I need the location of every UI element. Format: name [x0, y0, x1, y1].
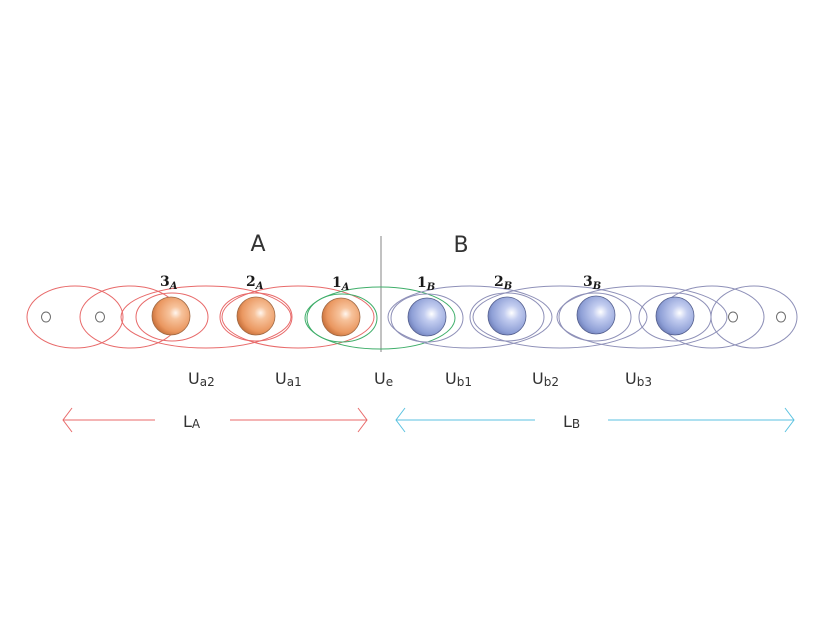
region-b-orbitals — [387, 285, 798, 349]
length-b-arrow — [395, 407, 795, 433]
orbital-ellipse — [304, 286, 456, 350]
interface-orbitals — [304, 286, 456, 350]
coupling-label-ub1: Ub1 — [445, 369, 472, 389]
region-a-orbitals — [26, 285, 375, 349]
atom-1a — [321, 297, 361, 337]
site-label-3b: 3B — [583, 274, 601, 292]
empty-site-marker — [728, 311, 738, 323]
orbital-ellipse — [390, 293, 464, 343]
orbital-ellipse — [556, 285, 728, 349]
empty-site-marker — [41, 311, 51, 323]
orbital-ellipse — [472, 285, 648, 349]
coupling-label-ub3: Ub3 — [625, 369, 652, 389]
orbital-ellipse — [120, 285, 292, 349]
orbital-ellipse — [26, 285, 124, 349]
site-label-2b: 2B — [494, 274, 512, 292]
atom-3b — [576, 295, 616, 335]
orbital-ellipse — [558, 292, 632, 342]
coupling-label-ub2: Ub2 — [532, 369, 559, 389]
region-b-label: B — [453, 233, 468, 258]
length-b-arrowhead-right — [784, 407, 795, 433]
orbital-ellipse — [219, 292, 293, 342]
site-label-3a: 3A — [160, 274, 178, 292]
region-a-atoms — [151, 296, 361, 337]
orbital-ellipse — [710, 285, 798, 349]
length-a-arrowhead-left — [62, 407, 73, 433]
site-label-1a: 1A — [332, 275, 350, 293]
orbital-ellipse — [135, 292, 209, 342]
orbital-ellipse — [387, 285, 553, 349]
site-label-2a: 2A — [246, 274, 264, 292]
coupling-label-ua1: Ua1 — [275, 369, 302, 389]
orbital-ellipse — [306, 293, 378, 343]
empty-site-marker — [776, 311, 786, 323]
empty-sites — [41, 311, 786, 323]
orbital-ellipse — [469, 292, 545, 342]
length-a-label: LA — [183, 412, 201, 431]
length-a-arrowhead-right — [357, 407, 368, 433]
coupling-label-ue: Ue — [374, 369, 393, 389]
length-a-arrow — [62, 407, 368, 433]
region-b-atoms — [407, 295, 695, 337]
atom-1b — [407, 297, 447, 337]
region-a-label: A — [250, 232, 265, 257]
empty-site-marker — [95, 311, 105, 323]
orbital-ellipse — [221, 285, 375, 349]
atom-2b — [487, 296, 527, 336]
length-b-label: LB — [563, 412, 580, 431]
coupling-label-ua2: Ua2 — [188, 369, 215, 389]
length-b-arrowhead-left — [395, 407, 406, 433]
atom-3a — [151, 296, 191, 336]
atom-2a — [236, 296, 276, 336]
atom-4b — [655, 296, 695, 336]
site-label-1b: 1B — [417, 275, 435, 293]
